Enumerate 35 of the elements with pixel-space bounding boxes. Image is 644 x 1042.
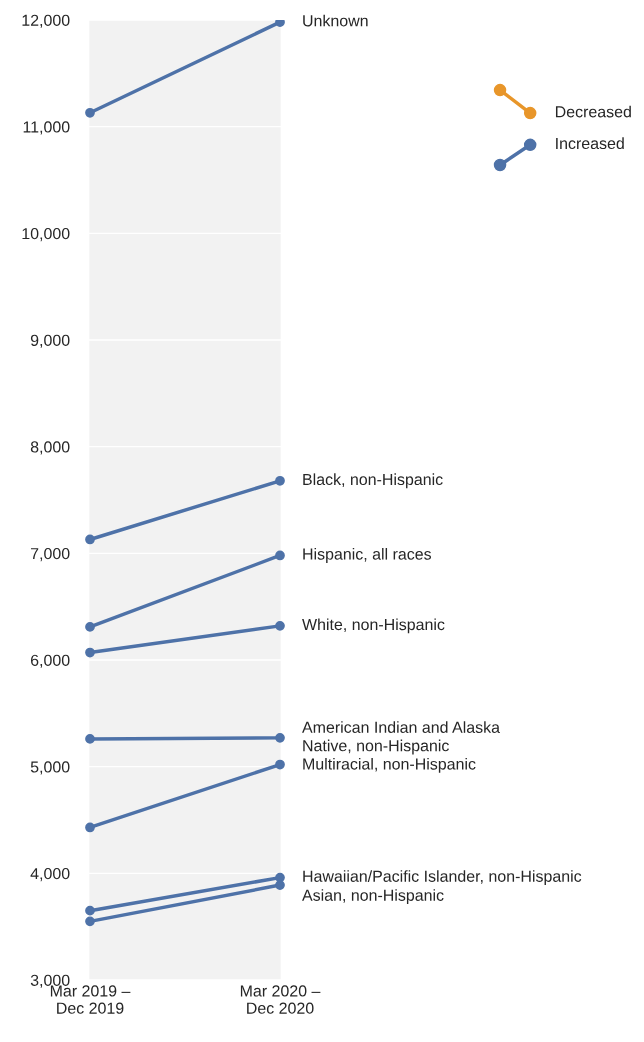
point: [275, 621, 285, 631]
point: [85, 916, 95, 927]
point: [85, 622, 95, 632]
x-tick-label: Mar 2020 – Dec 2020: [240, 985, 321, 1014]
series-label: Unknown: [303, 14, 368, 27]
point: [85, 734, 95, 744]
y-tick-label: 9,000: [30, 334, 70, 348]
series-label: Multiracial, non-Hispanic: [303, 757, 476, 773]
point: [275, 20, 285, 27]
y-tick-label: 8,000: [30, 441, 70, 455]
series-label: Asian, non-Hispanic: [302, 889, 444, 905]
series-label: White, non-Hispanic: [302, 618, 445, 634]
point: [85, 822, 95, 833]
point: [275, 550, 285, 561]
y-tick-label: 11,000: [23, 121, 70, 135]
y-tick-label: 6,000: [30, 654, 70, 668]
series-label: Hawaiian/Pacific Islander, non-Hispanic: [303, 870, 582, 886]
point: [85, 647, 95, 658]
point: [85, 534, 95, 545]
series-label: Black, non-Hispanic: [303, 473, 443, 489]
point: [85, 107, 95, 118]
text: Decreased: [555, 105, 631, 118]
point: [275, 759, 285, 770]
point: [85, 905, 95, 916]
series-label: American Indian and Alaska Native, non-Hispanic: [302, 721, 500, 755]
y-tick-label: 12,000: [22, 14, 70, 28]
point: [275, 880, 285, 890]
point: [275, 475, 285, 486]
point: [275, 733, 285, 743]
y-tick-label: 7,000: [30, 547, 70, 562]
series-label: Hispanic, all races: [303, 548, 432, 563]
y-tick-label: 10,000: [22, 227, 70, 242]
y-tick-label: 4,000: [30, 867, 70, 882]
y-tick-label: 5,000: [30, 761, 70, 775]
text: Increased: [556, 137, 624, 150]
